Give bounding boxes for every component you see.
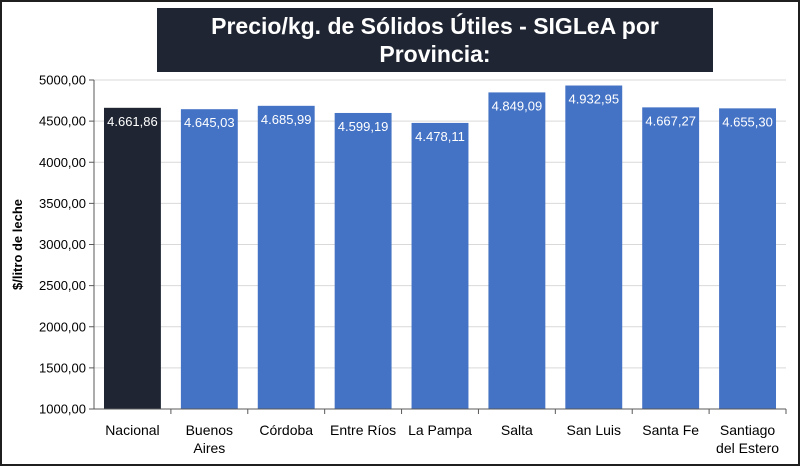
chart-title: Precio/kg. de Sólidos Útiles - SIGLeA po…	[157, 8, 713, 95]
bar	[719, 108, 777, 410]
y-tick-label: 3500,00	[39, 196, 86, 211]
data-labels: 4.661,86 4.645,03 4.685,99 4.599,19 4.478,11…	[107, 92, 773, 144]
category-label: Salta	[501, 422, 533, 438]
y-tick-label: 5000,00	[39, 73, 86, 88]
data-label: 4.667,27	[645, 113, 696, 128]
bar	[488, 92, 546, 409]
bars	[103, 85, 777, 410]
category-label: del Estero	[716, 440, 779, 456]
data-label: 4.478,11	[415, 129, 465, 144]
category-label: Nacional	[105, 422, 159, 438]
bar	[334, 112, 392, 410]
category-label: Entre Ríos	[330, 422, 396, 438]
data-label: 4.661,86	[107, 114, 158, 129]
data-label: 4.655,30	[722, 114, 773, 129]
y-axis-ticks: 1000,00 1500,00 2000,00 2500,00 3000,00 3500,…	[39, 73, 94, 417]
data-label: 4.849,09	[492, 98, 543, 113]
bar	[257, 105, 315, 409]
category-label: La Pampa	[408, 422, 472, 438]
y-tick-label: 1000,00	[39, 402, 86, 417]
category-label: San Luis	[567, 422, 621, 438]
category-label: Santiago	[720, 422, 775, 438]
chart-title-line-1: Precio/kg. de Sólidos Útiles - SIGLeA po…	[211, 13, 659, 67]
data-label: 4.645,03	[184, 115, 235, 130]
x-axis-categories: Nacional Buenos Aires Córdoba Entre Ríos La P…	[105, 409, 787, 456]
category-label: Aires	[193, 440, 225, 456]
bar	[180, 109, 238, 409]
y-tick-label: 2000,00	[39, 319, 86, 334]
y-tick-label: 4500,00	[39, 114, 86, 129]
data-label: 4.599,19	[338, 119, 389, 134]
y-tick-label: 4000,00	[39, 155, 86, 170]
data-label: 4.932,95	[568, 92, 619, 107]
bar	[103, 107, 161, 409]
bar	[565, 85, 623, 409]
bar	[411, 122, 469, 410]
category-label: Santa Fe	[642, 422, 699, 438]
y-tick-label: 3000,00	[39, 237, 86, 252]
category-label: Buenos	[186, 422, 233, 438]
y-axis-label: $/litro de leche	[10, 199, 25, 290]
bar	[642, 107, 700, 410]
category-label: Córdoba	[259, 422, 313, 438]
y-tick-label: 2500,00	[39, 278, 86, 293]
y-tick-label: 1500,00	[39, 360, 86, 375]
data-label: 4.685,99	[261, 112, 312, 127]
chart-title-line-2: marzo 2024	[372, 69, 498, 95]
